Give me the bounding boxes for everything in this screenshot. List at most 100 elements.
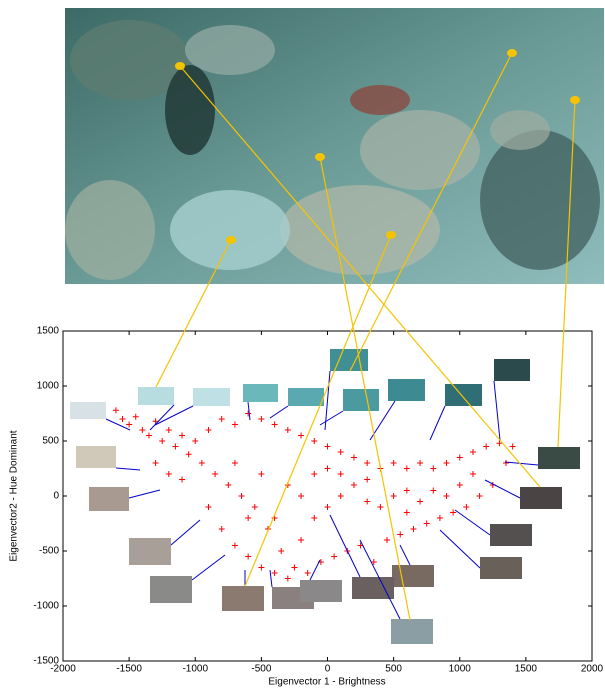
point: [298, 433, 304, 439]
point: [338, 471, 344, 477]
point: [153, 460, 159, 466]
point: [424, 521, 430, 527]
thumbnail: [520, 487, 562, 509]
thumbnail: [70, 402, 106, 419]
connector: [320, 411, 343, 425]
point: [133, 414, 139, 420]
point: [377, 504, 383, 510]
point: [159, 438, 165, 444]
thumbnail: [343, 389, 379, 411]
point: [397, 532, 403, 538]
point: [192, 438, 198, 444]
thumbnail: [138, 387, 174, 405]
thumbnail: [490, 524, 532, 546]
coral: [350, 85, 410, 115]
y-tick-label: 500: [42, 436, 59, 447]
x-tick-label: 1500: [515, 664, 538, 675]
point: [258, 416, 264, 422]
x-axis-label: Eigenvector 1 - Brightness: [268, 677, 385, 688]
point: [205, 504, 211, 510]
point: [391, 493, 397, 499]
point: [311, 438, 317, 444]
point: [179, 433, 185, 439]
point: [219, 526, 225, 532]
point: [126, 422, 132, 428]
point: [430, 466, 436, 472]
coral: [65, 180, 155, 280]
point: [444, 493, 450, 499]
point: [404, 510, 410, 516]
point: [232, 422, 238, 428]
thumbnail: [89, 487, 129, 511]
marker: [226, 236, 236, 244]
connector: [171, 520, 200, 545]
thumbnail: [288, 388, 324, 406]
point: [477, 493, 483, 499]
point: [331, 554, 337, 560]
thumbnail: [76, 446, 116, 468]
point: [272, 422, 278, 428]
thumbnail: [392, 565, 434, 587]
y-tick-label: -1000: [33, 601, 59, 612]
point: [457, 455, 463, 461]
point: [245, 411, 251, 417]
point: [338, 493, 344, 499]
point: [232, 460, 238, 466]
point: [186, 451, 192, 457]
connector: [330, 515, 360, 577]
thumbnail: [222, 586, 264, 611]
point: [351, 455, 357, 461]
point: [311, 515, 317, 521]
point: [417, 499, 423, 505]
point: [139, 427, 145, 433]
connector: [129, 490, 160, 498]
connector: [270, 406, 288, 418]
x-tick-label: 1000: [449, 664, 472, 675]
connector: [325, 371, 330, 430]
point: [298, 537, 304, 543]
point: [291, 565, 297, 571]
x-tick-label: 0: [325, 664, 331, 675]
point: [278, 548, 284, 554]
marker: [507, 49, 517, 57]
point: [166, 427, 172, 433]
marker: [570, 96, 580, 104]
y-tick-label: -1500: [33, 656, 59, 667]
thumbnail: [480, 557, 522, 579]
connector: [116, 468, 140, 470]
point: [510, 444, 516, 450]
thumbnail: [538, 447, 580, 469]
point: [232, 543, 238, 549]
connector: [400, 545, 410, 565]
point: [245, 515, 251, 521]
point: [457, 482, 463, 488]
connector: [155, 406, 193, 425]
point: [404, 488, 410, 494]
connector: [440, 530, 480, 568]
figure: -2000-1500-1000-5000500100015002000-1500…: [0, 0, 605, 691]
point: [410, 526, 416, 532]
y-tick-label: 1000: [37, 381, 60, 392]
point: [430, 488, 436, 494]
coral: [185, 25, 275, 75]
thumbnail: [445, 384, 482, 406]
point: [470, 449, 476, 455]
point: [298, 493, 304, 499]
y-tick-label: 0: [53, 491, 59, 502]
x-tick-label: 500: [385, 664, 402, 675]
marker: [315, 153, 325, 161]
point: [179, 477, 185, 483]
point: [364, 499, 370, 505]
coral: [480, 130, 600, 270]
point: [245, 554, 251, 560]
point: [172, 444, 178, 450]
point: [225, 482, 231, 488]
x-tick-label: 2000: [581, 664, 604, 675]
point: [391, 460, 397, 466]
point: [470, 471, 476, 477]
point: [364, 477, 370, 483]
point: [239, 493, 245, 499]
coral: [490, 110, 550, 150]
point: [305, 570, 311, 576]
point: [404, 466, 410, 472]
